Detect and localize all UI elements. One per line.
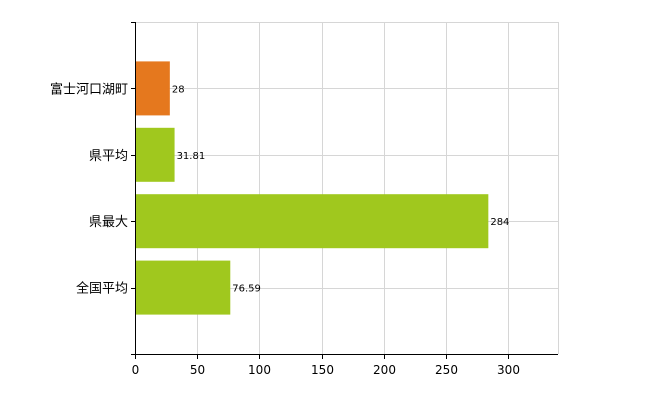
category-label-0: 富士河口湖町	[50, 81, 128, 97]
data-label-1: 31.81	[177, 151, 206, 162]
x-tick-label-50: 50	[190, 363, 205, 377]
axes	[131, 22, 558, 359]
data-label-0: 28	[172, 84, 185, 95]
bar-1	[136, 127, 175, 182]
x-tick-label-300: 300	[497, 363, 520, 377]
bar-3	[136, 260, 231, 315]
x-tick-label-100: 100	[248, 363, 271, 377]
x-tick-label-0: 0	[132, 363, 140, 377]
x-tick-label-150: 150	[311, 363, 334, 377]
category-label-3: 全国平均	[76, 281, 128, 297]
category-label-2: 県最大	[89, 215, 128, 230]
category-label-1: 県平均	[89, 149, 128, 164]
x-tick-label-200: 200	[373, 363, 396, 377]
x-tick-label-250: 250	[435, 363, 458, 377]
bars	[136, 61, 489, 315]
bar-0	[136, 61, 170, 116]
data-label-3: 76.59	[232, 284, 261, 295]
bar-2	[136, 194, 489, 249]
labels: 28 31.81 284 76.59 0 50 100 150 200 250 300 富士河口湖町県…	[50, 81, 520, 377]
data-label-2: 284	[490, 217, 509, 228]
